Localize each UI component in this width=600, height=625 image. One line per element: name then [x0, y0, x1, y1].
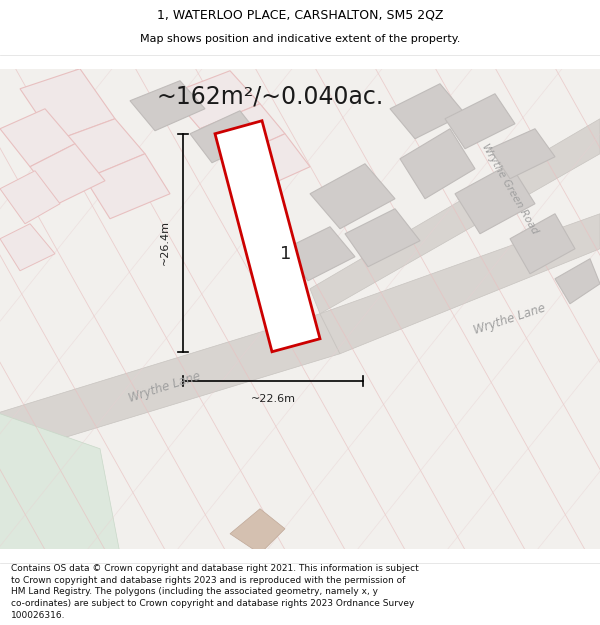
- Polygon shape: [390, 84, 465, 139]
- Polygon shape: [490, 129, 555, 179]
- Text: 100026316.: 100026316.: [11, 611, 65, 619]
- Polygon shape: [455, 164, 535, 234]
- Polygon shape: [445, 94, 515, 149]
- Polygon shape: [85, 154, 170, 219]
- Polygon shape: [310, 164, 395, 229]
- Polygon shape: [130, 81, 205, 131]
- Text: to Crown copyright and database rights 2023 and is reproduced with the permissio: to Crown copyright and database rights 2…: [11, 576, 405, 585]
- Polygon shape: [0, 224, 55, 271]
- Polygon shape: [230, 509, 285, 554]
- Polygon shape: [225, 134, 310, 194]
- Text: 1: 1: [280, 245, 291, 263]
- Polygon shape: [320, 214, 600, 354]
- Polygon shape: [170, 71, 260, 129]
- Polygon shape: [30, 144, 105, 204]
- Polygon shape: [20, 69, 115, 141]
- Polygon shape: [555, 259, 600, 304]
- Polygon shape: [0, 109, 75, 167]
- Text: ~162m²/~0.040ac.: ~162m²/~0.040ac.: [157, 85, 383, 109]
- Polygon shape: [190, 111, 262, 162]
- Text: HM Land Registry. The polygons (including the associated geometry, namely x, y: HM Land Registry. The polygons (includin…: [11, 588, 378, 596]
- Polygon shape: [200, 104, 285, 161]
- Polygon shape: [510, 214, 575, 274]
- Text: 1, WATERLOO PLACE, CARSHALTON, SM5 2QZ: 1, WATERLOO PLACE, CARSHALTON, SM5 2QZ: [157, 9, 443, 22]
- Polygon shape: [345, 209, 420, 267]
- Polygon shape: [55, 119, 145, 179]
- Polygon shape: [215, 121, 320, 352]
- Text: co-ordinates) are subject to Crown copyright and database rights 2023 Ordnance S: co-ordinates) are subject to Crown copyr…: [11, 599, 414, 608]
- Polygon shape: [285, 227, 355, 281]
- Text: ~22.6m: ~22.6m: [251, 394, 296, 404]
- Polygon shape: [310, 119, 600, 314]
- Polygon shape: [0, 171, 60, 224]
- Polygon shape: [400, 129, 475, 199]
- Text: Contains OS data © Crown copyright and database right 2021. This information is : Contains OS data © Crown copyright and d…: [11, 564, 419, 573]
- Text: Map shows position and indicative extent of the property.: Map shows position and indicative extent…: [140, 34, 460, 44]
- Polygon shape: [0, 414, 120, 554]
- Polygon shape: [0, 314, 340, 459]
- Text: Wrythe Lane: Wrythe Lane: [127, 369, 203, 404]
- Text: ~26.4m: ~26.4m: [160, 220, 170, 265]
- Text: Wrythe Lane: Wrythe Lane: [472, 301, 548, 336]
- Text: Wrythe Green Road: Wrythe Green Road: [480, 142, 540, 236]
